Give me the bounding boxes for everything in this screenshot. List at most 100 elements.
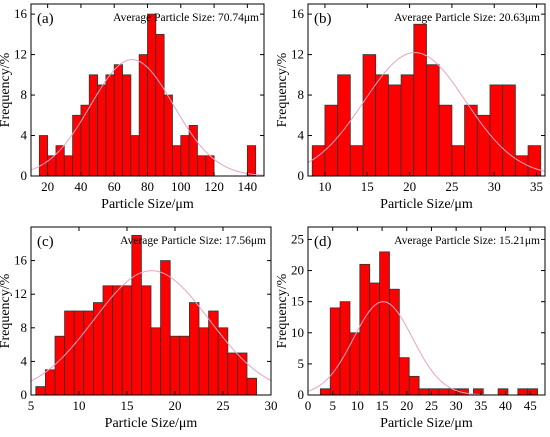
average-size-annotation: Average Particle Size: 20.63μm bbox=[394, 12, 540, 24]
y-tick-label: 8 bbox=[21, 87, 28, 102]
histogram-bar bbox=[97, 84, 107, 177]
x-tick-label: 20 bbox=[400, 398, 413, 413]
fit-curve bbox=[307, 52, 546, 172]
histogram-bar bbox=[140, 285, 152, 396]
histogram-bar bbox=[54, 335, 65, 396]
y-axis-label: Frequency/% bbox=[0, 52, 13, 127]
x-tick-label: 25 bbox=[445, 179, 458, 194]
x-tick-label: 10 bbox=[351, 398, 364, 413]
x-axis-label: Particle Size/μm bbox=[380, 197, 473, 212]
plot-frame bbox=[30, 226, 272, 396]
panel-label: (c) bbox=[37, 234, 54, 250]
histogram-bar bbox=[63, 155, 74, 177]
panel-2: 5 10 15 20 25 30 0 4 8 12 16 (c) Average Particle Si… bbox=[0, 226, 278, 431]
histogram-bar bbox=[388, 84, 402, 177]
y-tick-label: 0 bbox=[21, 387, 28, 402]
panel-1: 10 15 20 25 30 35 0 4 8 12 16 (b) Average Particle S… bbox=[275, 3, 546, 212]
histogram-bar bbox=[73, 310, 85, 396]
x-tick-label: 120 bbox=[204, 179, 224, 194]
histogram-bar bbox=[138, 54, 148, 177]
histogram-bar bbox=[155, 33, 165, 177]
x-tick-label: 35 bbox=[474, 398, 487, 413]
y-tick-label: 4 bbox=[21, 128, 28, 143]
histogram-bar bbox=[375, 74, 389, 177]
histogram-bar bbox=[72, 114, 82, 177]
y-tick-label: 16 bbox=[14, 6, 28, 21]
histogram-bar bbox=[476, 114, 491, 177]
x-tick-label: 15 bbox=[361, 179, 374, 194]
histogram-bar bbox=[400, 74, 415, 177]
histogram-bar bbox=[369, 282, 380, 396]
x-tick-label: 15 bbox=[376, 398, 389, 413]
x-tick-label: 140 bbox=[238, 179, 258, 194]
histogram-bar bbox=[130, 135, 140, 177]
y-tick-label: 0 bbox=[298, 168, 305, 183]
average-size-annotation: Average Particle Size: 70.74μm bbox=[113, 12, 259, 24]
y-tick-label: 8 bbox=[298, 87, 305, 102]
x-tick-label: 20 bbox=[403, 179, 416, 194]
histogram-bar bbox=[349, 145, 364, 177]
histogram-bar bbox=[83, 310, 94, 396]
x-tick-label: 30 bbox=[488, 179, 501, 194]
x-tick-label: 40 bbox=[499, 398, 512, 413]
x-axis-label: Particle Size/μm bbox=[101, 197, 194, 212]
x-tick-label: 5 bbox=[28, 398, 35, 413]
histogram-bar bbox=[359, 263, 371, 396]
histogram-bar bbox=[426, 64, 440, 177]
histogram-bar bbox=[527, 388, 538, 396]
x-tick-label: 80 bbox=[141, 179, 154, 194]
histogram-bar bbox=[160, 260, 171, 396]
histogram-bar bbox=[80, 104, 90, 177]
histogram-bar bbox=[451, 145, 465, 177]
x-tick-label: 25 bbox=[425, 398, 438, 413]
x-axis-label: Particle Size/μm bbox=[380, 416, 473, 431]
histogram-bar bbox=[180, 135, 190, 177]
histogram-bar bbox=[121, 285, 133, 396]
histogram-bar bbox=[337, 74, 351, 177]
histogram-bar bbox=[438, 104, 453, 177]
y-axis-label: Frequency/% bbox=[0, 273, 13, 348]
histogram-bar bbox=[329, 307, 341, 396]
histogram-bar bbox=[408, 375, 420, 396]
histogram-bar bbox=[131, 234, 142, 396]
histogram-bar bbox=[163, 94, 173, 177]
histogram-bar bbox=[379, 251, 390, 396]
histogram-bar bbox=[489, 84, 504, 177]
histogram-bar bbox=[418, 388, 430, 396]
histogram-bar bbox=[122, 74, 132, 177]
histogram-bar bbox=[47, 155, 57, 177]
y-tick-label: 15 bbox=[291, 294, 304, 309]
x-tick-label: 25 bbox=[217, 398, 230, 413]
panel-label: (b) bbox=[314, 11, 332, 27]
histogram-bar bbox=[246, 377, 258, 396]
histogram-bar bbox=[35, 386, 46, 396]
average-size-annotation: Average Particle Size: 17.56μm bbox=[120, 235, 266, 247]
y-tick-label: 0 bbox=[298, 387, 305, 402]
histogram-bar bbox=[113, 64, 123, 177]
histogram-bar bbox=[311, 145, 326, 177]
histogram-bar bbox=[502, 84, 516, 177]
fit-curve bbox=[30, 59, 265, 176]
y-tick-label: 0 bbox=[21, 168, 28, 183]
histogram-bar bbox=[246, 145, 257, 177]
histogram-bar bbox=[179, 335, 190, 396]
histogram-bar bbox=[413, 23, 427, 177]
x-tick-label: 60 bbox=[108, 179, 121, 194]
histogram-bar bbox=[198, 327, 209, 396]
histogram-bar bbox=[208, 310, 219, 396]
x-tick-label: 35 bbox=[530, 179, 543, 194]
histogram-bar bbox=[324, 104, 339, 177]
x-tick-label: 30 bbox=[450, 398, 463, 413]
histogram-bar bbox=[227, 352, 238, 396]
histogram-bar bbox=[93, 302, 104, 396]
y-axis-label: Frequency/% bbox=[275, 273, 290, 348]
y-tick-label: 4 bbox=[298, 128, 305, 143]
y-tick-label: 20 bbox=[291, 263, 304, 278]
y-tick-label: 5 bbox=[298, 356, 305, 371]
histogram-bar bbox=[398, 357, 410, 396]
histogram-bar bbox=[105, 74, 115, 177]
x-tick-label: 10 bbox=[318, 179, 331, 194]
histogram-bar bbox=[527, 145, 542, 177]
histogram-bar bbox=[514, 155, 529, 177]
